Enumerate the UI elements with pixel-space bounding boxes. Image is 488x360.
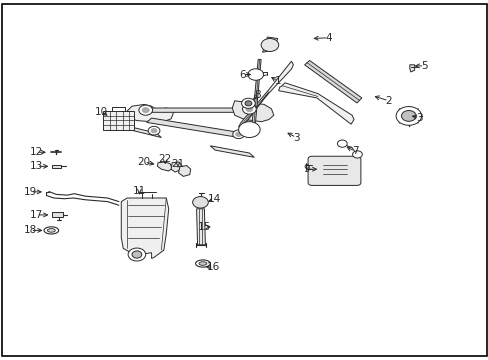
Text: 9: 9 <box>303 164 310 174</box>
Text: 7: 7 <box>351 146 358 156</box>
Circle shape <box>401 111 415 121</box>
Polygon shape <box>124 104 173 122</box>
Polygon shape <box>262 37 277 52</box>
Text: 15: 15 <box>197 222 211 232</box>
Text: 21: 21 <box>171 159 184 169</box>
Text: 18: 18 <box>23 225 37 235</box>
FancyBboxPatch shape <box>52 212 62 217</box>
Circle shape <box>192 197 208 208</box>
Text: 6: 6 <box>239 69 245 80</box>
Text: 17: 17 <box>30 210 43 220</box>
Ellipse shape <box>199 262 206 265</box>
Ellipse shape <box>47 229 55 232</box>
FancyBboxPatch shape <box>307 156 360 185</box>
Text: 1: 1 <box>274 76 281 86</box>
Circle shape <box>232 130 244 139</box>
Polygon shape <box>146 118 239 137</box>
Text: 4: 4 <box>325 33 331 43</box>
Circle shape <box>395 107 421 125</box>
Polygon shape <box>409 65 414 72</box>
Text: 12: 12 <box>30 147 43 157</box>
Text: 22: 22 <box>158 154 172 164</box>
Polygon shape <box>196 209 205 245</box>
Circle shape <box>151 129 157 133</box>
Text: 20: 20 <box>138 157 150 167</box>
Text: 14: 14 <box>207 194 221 204</box>
Text: 3: 3 <box>292 132 299 143</box>
Text: 8: 8 <box>254 90 261 100</box>
Polygon shape <box>171 162 182 172</box>
Polygon shape <box>238 61 293 127</box>
Ellipse shape <box>195 260 210 267</box>
Circle shape <box>337 140 346 147</box>
Circle shape <box>261 39 278 51</box>
Text: 16: 16 <box>206 262 220 272</box>
Circle shape <box>245 107 252 112</box>
Polygon shape <box>157 162 172 171</box>
Polygon shape <box>127 126 161 138</box>
Polygon shape <box>121 198 168 258</box>
Polygon shape <box>178 166 190 176</box>
Text: 19: 19 <box>23 187 37 197</box>
Circle shape <box>148 126 160 135</box>
Text: 2: 2 <box>385 96 391 106</box>
Polygon shape <box>278 83 353 124</box>
Circle shape <box>247 69 263 80</box>
Text: 13: 13 <box>30 161 43 171</box>
Circle shape <box>128 248 145 261</box>
Polygon shape <box>144 108 261 112</box>
FancyBboxPatch shape <box>102 111 134 130</box>
Ellipse shape <box>44 227 59 234</box>
Text: 3: 3 <box>415 113 422 123</box>
Circle shape <box>242 104 256 114</box>
Circle shape <box>352 151 362 158</box>
Circle shape <box>241 98 255 108</box>
Text: 11: 11 <box>132 186 146 196</box>
Polygon shape <box>210 146 254 157</box>
Circle shape <box>235 132 241 136</box>
Text: 10: 10 <box>95 107 108 117</box>
Polygon shape <box>251 59 261 126</box>
Circle shape <box>244 101 251 106</box>
Polygon shape <box>232 101 273 122</box>
Text: 5: 5 <box>420 61 427 71</box>
FancyBboxPatch shape <box>52 165 61 168</box>
Circle shape <box>139 105 152 115</box>
Circle shape <box>142 108 149 113</box>
Polygon shape <box>304 60 361 103</box>
Circle shape <box>238 122 260 138</box>
Circle shape <box>132 251 142 258</box>
